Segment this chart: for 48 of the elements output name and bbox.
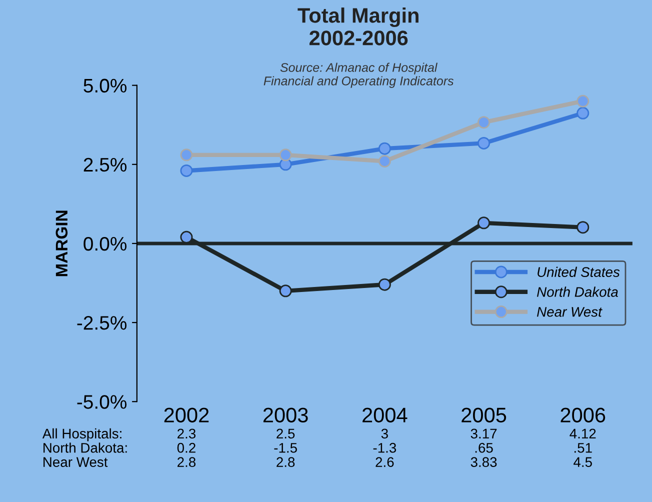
y-tick-label: 5.0% [84, 78, 127, 93]
data-label: 2.8 [276, 457, 295, 467]
y-tick-label: 2.5% [84, 158, 127, 172]
legend-label: Near West [536, 307, 602, 317]
data-label: 3.83 [470, 457, 497, 467]
annotation: Source: Almanac of Hospital Financial and Operating Indicators [264, 62, 454, 88]
x-tick-label: 2006 [560, 408, 606, 422]
text: North Dakota: [44, 442, 127, 453]
text: Near West [44, 457, 108, 467]
data-label: 2.6 [376, 457, 394, 467]
point [576, 106, 590, 120]
point [478, 136, 490, 150]
point [478, 216, 490, 230]
data-label: -1.5 [274, 443, 297, 453]
data-label: 4.12 [570, 428, 596, 438]
data-label: 3.17 [470, 428, 497, 439]
y-tick-label: -2.5% [77, 316, 127, 330]
data-label: 2.5 [276, 428, 295, 439]
point [378, 154, 391, 168]
y-tick-label: -5.0% [77, 395, 127, 409]
point [378, 278, 391, 291]
y-axis-title: MARGIN [56, 210, 68, 276]
point [378, 142, 391, 155]
legend-label: United States [538, 266, 620, 277]
data-label: 4.5 [574, 457, 592, 467]
data-label: 2.3 [178, 428, 196, 439]
data-label: .51 [574, 443, 592, 453]
point [180, 230, 193, 244]
x-tick-label: 2004 [362, 408, 408, 422]
data-label: 3 [381, 428, 388, 439]
point [180, 148, 193, 162]
point [576, 221, 590, 234]
point [279, 284, 292, 298]
x-tick-label: 2003 [263, 408, 308, 422]
x-tick-label: 2005 [462, 408, 506, 422]
point [478, 116, 490, 129]
data-label: 2.8 [178, 457, 196, 467]
text: All Hospitals: [42, 428, 122, 442]
point [576, 94, 590, 108]
y-tick-label: 0.0% [84, 236, 127, 251]
point [180, 164, 193, 177]
data-label: -1.3 [373, 442, 396, 453]
chart-title: Total Margin 2002-2006 [298, 8, 418, 46]
x-tick-label: 2002 [164, 408, 209, 422]
data-label: 0.2 [177, 442, 196, 453]
legend-label: North Dakota [536, 286, 618, 297]
data-label: .65 [475, 442, 493, 453]
point [279, 148, 292, 162]
